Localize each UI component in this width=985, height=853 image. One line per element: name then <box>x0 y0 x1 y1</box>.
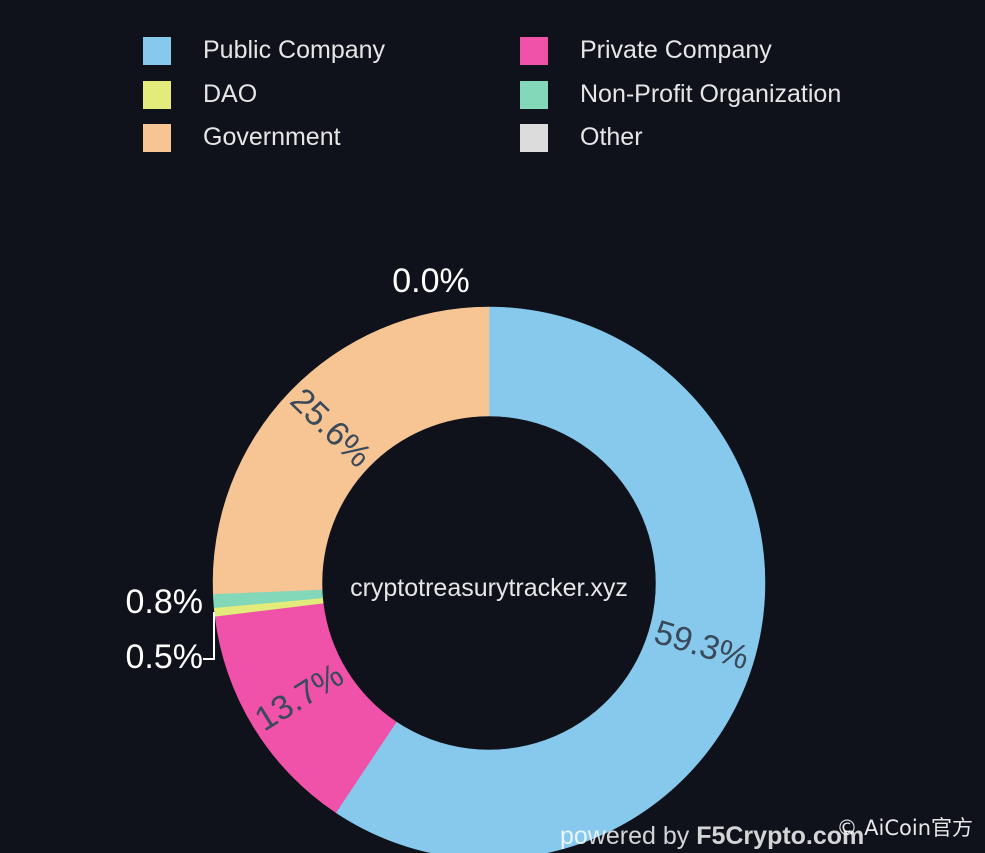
legend-swatch <box>520 123 548 152</box>
legend-label: Government <box>203 123 341 151</box>
slice-label: 0.0% <box>392 262 470 300</box>
legend-item: Other <box>520 123 643 152</box>
powered-brand: F5Crypto.com <box>696 822 865 850</box>
label-leader-line <box>203 612 215 660</box>
powered-by-text: powered by F5Crypto.com <box>560 822 864 851</box>
legend-label: DAO <box>203 80 258 108</box>
legend-label: Public Company <box>203 36 386 64</box>
legend-swatch <box>520 80 548 109</box>
legend-item: Private Company <box>520 36 772 65</box>
legend-swatch <box>143 123 171 152</box>
slice-label: 0.8% <box>126 583 204 621</box>
watermark: © AiCoin官方 <box>836 816 973 840</box>
slice-public-company <box>335 306 766 853</box>
legend-label: Non-Profit Organization <box>580 80 842 108</box>
legend-label: Other <box>580 123 643 151</box>
center-text: cryptotreasurytracker.xyz <box>350 574 628 602</box>
legend-item: Public Company <box>143 36 385 65</box>
chart-legend: Public Company Private Company DAO Non-Prof… <box>0 0 985 170</box>
legend-swatch <box>143 80 171 109</box>
legend-swatch <box>143 36 171 65</box>
donut-slices <box>212 306 766 853</box>
legend-item: DAO <box>143 80 257 109</box>
legend-label: Private Company <box>580 36 772 64</box>
slice-government <box>212 306 490 595</box>
powered-prefix: powered by <box>560 822 690 850</box>
legend-swatch <box>520 36 548 65</box>
legend-item: Government <box>143 123 341 152</box>
legend-item: Non-Profit Organization <box>520 80 841 109</box>
slice-label: 0.5% <box>126 638 204 676</box>
